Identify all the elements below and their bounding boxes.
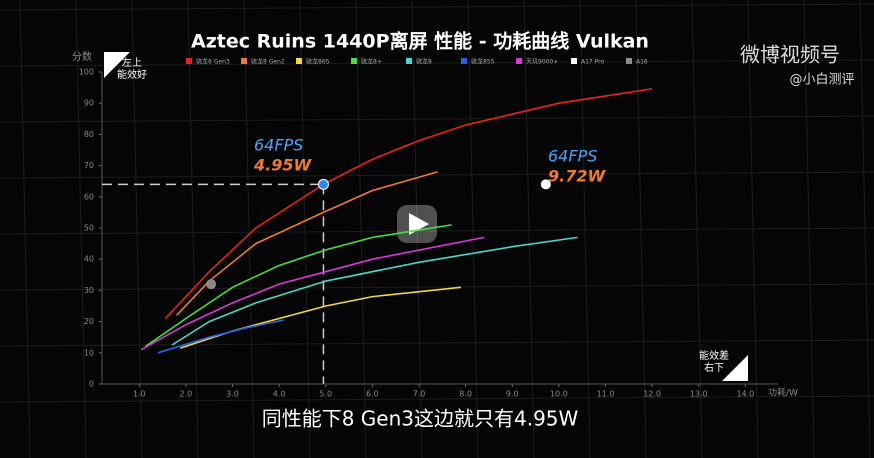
chart-title: Aztec Ruins 1440P离屏 性能 - 功耗曲线 Vulkan	[191, 30, 649, 53]
bg-line	[0, 115, 874, 123]
bg-line	[0, 283, 874, 291]
y-tick-label: 60	[84, 192, 94, 201]
annotation-power: 9.72W	[548, 167, 606, 186]
x-tick-label: 14.0	[736, 390, 754, 399]
bg-line	[299, 0, 311, 458]
x-tick-label: 10.0	[550, 390, 568, 399]
y-tick-label: 50	[84, 224, 94, 233]
series-line	[164, 88, 653, 320]
legend-swatch	[406, 58, 412, 64]
legend-swatch	[241, 58, 247, 64]
watermark-brand: 微博视频号	[740, 43, 840, 67]
x-axis-label: 功耗/W	[768, 388, 798, 399]
legend-label: 骁龙8 Gen2	[251, 58, 285, 66]
bg-line	[355, 0, 367, 458]
corner-label: 左上	[122, 56, 142, 69]
corner-label: 能效好	[117, 68, 147, 81]
legend-swatch	[571, 58, 577, 64]
x-tick-label: 3.0	[226, 390, 239, 399]
bg-line	[859, 0, 871, 458]
series-line	[171, 236, 578, 346]
legend-label: A16	[636, 59, 648, 66]
bg-line	[0, 3, 874, 11]
bg-line	[19, 0, 31, 458]
y-tick-label: 70	[84, 161, 94, 170]
x-tick-label: 13.0	[690, 390, 708, 399]
bg-line	[187, 0, 199, 458]
y-tick-label: 20	[84, 317, 94, 326]
bg-line	[523, 0, 535, 458]
bg-line	[467, 0, 479, 458]
bg-line	[0, 59, 874, 67]
corner-label: 右下	[704, 361, 724, 374]
bg-line	[635, 0, 647, 458]
legend-label: 天玑9000+	[526, 59, 558, 66]
corner-marker	[104, 52, 130, 78]
x-tick-label: 4.0	[273, 390, 286, 399]
y-tick-label: 0	[89, 380, 94, 389]
y-tick-label: 90	[84, 99, 94, 108]
bg-line	[0, 339, 874, 347]
bg-line	[803, 0, 815, 458]
x-tick-label: 8.0	[459, 390, 472, 399]
point	[206, 279, 217, 290]
legend-swatch	[186, 58, 192, 64]
bg-line	[0, 227, 874, 235]
legend-swatch	[516, 58, 522, 64]
y-tick-label: 10	[84, 348, 94, 357]
play-icon	[397, 205, 437, 243]
y-axis-label: 分数	[72, 50, 92, 63]
y-tick-label: 40	[84, 255, 94, 264]
bg-line	[131, 0, 143, 458]
annotation-fps: 64FPS	[548, 147, 597, 166]
corner-label: 能效差	[699, 349, 729, 362]
bg-line	[75, 0, 87, 458]
point	[540, 179, 551, 190]
legend-label: 骁龙855	[471, 58, 495, 66]
caption: 同性能下8 Gen3这边就只有4.95W	[262, 407, 579, 431]
x-tick-label: 11.0	[597, 390, 615, 399]
bg-line	[0, 171, 874, 179]
series-line	[144, 224, 452, 348]
legend-label: 骁龙8+	[361, 58, 382, 66]
corner-marker	[722, 355, 748, 381]
annotation-fps: 64FPS	[254, 136, 303, 155]
legend-swatch	[351, 58, 357, 64]
series-line	[140, 236, 485, 351]
x-tick-label: 9.0	[506, 390, 519, 399]
bg-line	[0, 395, 874, 403]
bg-line	[579, 0, 591, 458]
legend-label: 骁龙865	[306, 58, 330, 66]
legend-label: 骁龙8	[416, 58, 432, 66]
legend-label: 骁龙8 Gen3	[196, 58, 230, 66]
x-tick-label: 12.0	[643, 390, 661, 399]
y-tick-label: 100	[79, 68, 94, 77]
annotation-power: 4.95W	[253, 156, 312, 175]
x-tick-label: 6.0	[366, 390, 379, 399]
x-tick-label: 2.0	[180, 390, 193, 399]
legend-swatch	[626, 58, 632, 64]
x-tick-label: 1.0	[133, 390, 146, 399]
highlight-point	[317, 178, 329, 190]
legend-label: A17 Pro	[581, 59, 604, 66]
legend-swatch	[461, 58, 467, 64]
series-line	[157, 319, 284, 354]
watermark-account: @小白测评	[789, 72, 854, 88]
y-tick-label: 30	[84, 286, 94, 295]
series-line	[176, 171, 438, 316]
y-tick-label: 80	[84, 130, 94, 139]
x-tick-label: 7.0	[413, 390, 426, 399]
bg-line	[243, 0, 255, 458]
legend-swatch	[296, 58, 302, 64]
x-tick-label: 5.0	[319, 390, 332, 399]
